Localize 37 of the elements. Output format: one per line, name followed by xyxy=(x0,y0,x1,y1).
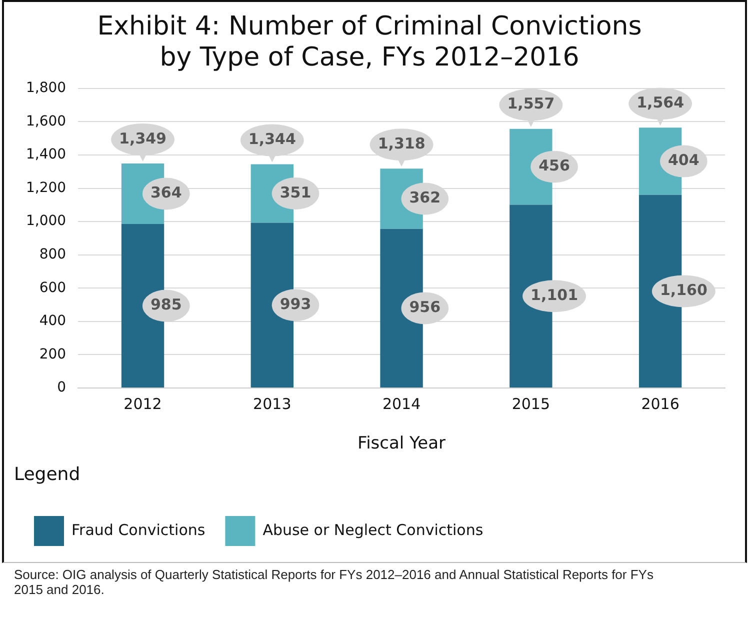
total-label: 1,557 xyxy=(507,94,555,113)
total-label: 1,344 xyxy=(248,130,296,148)
x-tick-label: 2013 xyxy=(253,394,292,413)
x-axis-title: Fiscal Year xyxy=(358,434,446,454)
y-tick-label: 1,200 xyxy=(26,180,66,196)
text: by Type of Case, FYs 2012–2016 xyxy=(160,42,580,73)
source-note: Source: OIG analysis of Quarterly Statistical Reports for FYs 2012–2016 and Annual Statistical Reports for FYs 2015 and 2016. xyxy=(13,566,654,599)
total-label: 1,318 xyxy=(378,134,426,153)
data-label: 985 xyxy=(150,296,182,314)
y-tick-label: 200 xyxy=(39,346,66,362)
data-label: 456 xyxy=(538,156,570,175)
y-tick-label: 1,800 xyxy=(26,80,66,96)
data-label: 993 xyxy=(280,295,312,313)
data-label: 404 xyxy=(668,151,700,170)
total-label: 1,564 xyxy=(636,94,684,112)
data-label: 351 xyxy=(280,183,312,202)
y-tick-label: 800 xyxy=(39,246,66,262)
data-label: 1,101 xyxy=(530,286,578,304)
y-tick-label: 600 xyxy=(39,280,66,296)
legend-title: Legend xyxy=(14,464,80,486)
legend-label: Fraud Convictions xyxy=(72,520,206,539)
y-tick-label: 1,400 xyxy=(26,146,66,163)
x-tick-label: 2016 xyxy=(641,394,680,413)
text: Exhibit 4: Number of Criminal Convictions xyxy=(97,11,642,42)
data-label: 956 xyxy=(409,298,441,316)
x-tick-label: 2014 xyxy=(382,394,421,413)
data-label: 362 xyxy=(409,188,441,207)
data-label: 364 xyxy=(150,184,182,202)
legend-label: Abuse or Neglect Convictions xyxy=(262,520,484,539)
y-tick-label: 1,000 xyxy=(26,213,66,230)
x-tick-label: 2012 xyxy=(124,394,162,413)
x-tick-label: 2015 xyxy=(512,394,550,413)
total-label: 1,349 xyxy=(119,129,166,148)
data-label: 1,160 xyxy=(660,281,708,300)
y-tick-label: 1,600 xyxy=(26,113,66,130)
y-tick-label: 400 xyxy=(39,313,66,330)
y-tick-label: 0 xyxy=(57,380,66,396)
